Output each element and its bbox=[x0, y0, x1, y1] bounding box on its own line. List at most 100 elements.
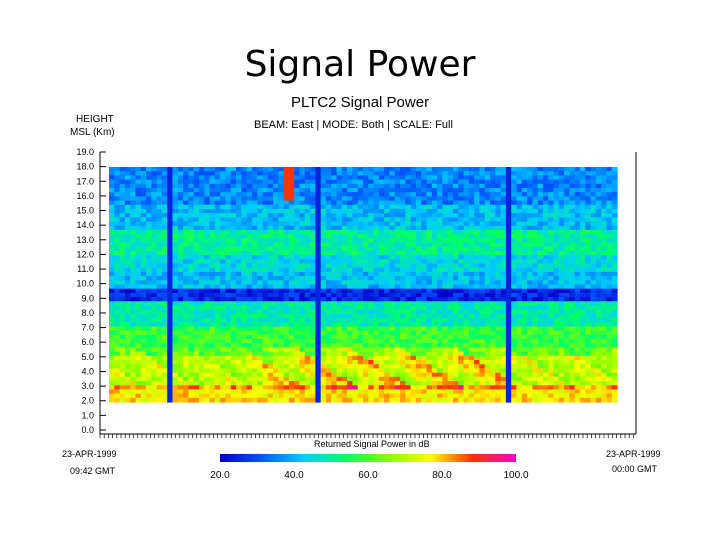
heatmap-cell bbox=[458, 204, 465, 210]
heatmap-cell bbox=[288, 229, 295, 235]
heatmap-cell bbox=[527, 221, 533, 227]
heatmap-cell bbox=[161, 187, 168, 193]
heatmap-cell bbox=[415, 313, 422, 319]
heatmap-cell bbox=[135, 276, 142, 281]
heatmap-cell bbox=[357, 288, 364, 294]
heatmap-cell bbox=[426, 351, 433, 357]
heatmap-cell bbox=[606, 351, 613, 357]
heatmap-cell bbox=[415, 322, 422, 328]
heatmap-cell bbox=[304, 192, 311, 197]
heatmap-cell bbox=[161, 192, 168, 197]
heatmap-cell bbox=[500, 263, 507, 269]
heatmap-cell bbox=[299, 339, 306, 344]
heatmap-cell bbox=[267, 221, 274, 227]
heatmap-cell bbox=[601, 225, 608, 231]
heatmap-cell bbox=[437, 187, 443, 193]
heatmap-cell bbox=[299, 234, 306, 239]
heatmap-cell bbox=[437, 242, 443, 248]
heatmap-cell bbox=[595, 259, 602, 265]
heatmap-cell bbox=[288, 372, 295, 378]
heatmap-cell bbox=[172, 217, 179, 223]
heatmap-cell bbox=[220, 381, 227, 386]
heatmap-cell bbox=[447, 225, 454, 231]
heatmap-cell bbox=[500, 208, 507, 214]
heatmap-cell bbox=[188, 288, 195, 294]
heatmap-cell bbox=[161, 334, 168, 340]
heatmap-cell bbox=[310, 305, 316, 311]
heatmap-cell bbox=[368, 167, 375, 172]
heatmap-cell bbox=[410, 313, 417, 319]
heatmap-cell bbox=[161, 309, 168, 315]
heatmap-cell bbox=[389, 318, 396, 323]
heatmap-cell bbox=[304, 313, 311, 319]
heatmap-cell bbox=[325, 234, 332, 239]
heatmap-cell bbox=[484, 343, 491, 349]
heatmap-cell bbox=[611, 167, 618, 172]
heatmap-cell bbox=[590, 267, 597, 273]
heatmap-cell bbox=[363, 225, 369, 231]
heatmap-cell bbox=[415, 229, 422, 235]
heatmap-cell bbox=[484, 284, 491, 290]
heatmap-cell bbox=[452, 347, 459, 353]
heatmap-cell bbox=[421, 267, 428, 273]
heatmap-cell bbox=[490, 339, 496, 344]
heatmap-cell bbox=[236, 276, 242, 281]
heatmap-cell bbox=[241, 284, 248, 290]
heatmap-cell bbox=[500, 183, 507, 189]
heatmap-cell bbox=[463, 313, 470, 319]
heatmap-cell bbox=[611, 246, 618, 252]
heatmap-cell bbox=[384, 179, 391, 185]
heatmap-cell bbox=[246, 376, 253, 382]
heatmap-cell bbox=[463, 322, 470, 328]
heatmap-cell bbox=[579, 255, 586, 260]
heatmap-cell bbox=[437, 297, 443, 302]
heatmap-cell bbox=[257, 263, 264, 269]
heatmap-cell bbox=[220, 217, 227, 223]
heatmap-cell bbox=[442, 351, 449, 357]
heatmap-cell bbox=[585, 167, 592, 172]
heatmap-cell bbox=[579, 360, 586, 365]
heatmap-cell bbox=[394, 376, 401, 382]
heatmap-cell bbox=[294, 187, 301, 193]
heatmap-cell bbox=[246, 372, 253, 378]
heatmap-cell bbox=[394, 276, 401, 281]
heatmap-cell bbox=[479, 276, 486, 281]
heatmap-cell bbox=[484, 330, 491, 336]
heatmap-cell bbox=[315, 234, 322, 239]
heatmap-cell bbox=[458, 179, 465, 185]
heatmap-cell bbox=[484, 360, 491, 365]
heatmap-cell bbox=[257, 234, 264, 239]
heatmap-cell bbox=[495, 330, 502, 336]
heatmap-cell bbox=[283, 234, 290, 239]
heatmap-cell bbox=[177, 305, 184, 311]
heatmap-cell bbox=[527, 204, 533, 210]
heatmap-cell bbox=[130, 217, 137, 223]
heatmap-cell bbox=[278, 322, 285, 328]
heatmap-cell bbox=[198, 234, 205, 239]
heatmap-cell bbox=[368, 339, 375, 344]
heatmap-cell bbox=[220, 263, 227, 269]
heatmap-cell bbox=[315, 360, 322, 365]
heatmap-cell bbox=[299, 259, 306, 265]
heatmap-cell bbox=[373, 221, 380, 227]
heatmap-cell bbox=[458, 322, 465, 328]
heatmap-cell bbox=[564, 167, 570, 172]
heatmap-cell bbox=[267, 238, 274, 244]
heatmap-cell bbox=[341, 246, 348, 252]
heatmap-cell bbox=[188, 376, 195, 382]
heatmap-cell bbox=[172, 376, 179, 382]
heatmap-cell bbox=[352, 196, 359, 202]
heatmap-cell bbox=[204, 167, 211, 172]
heatmap-cell bbox=[564, 200, 570, 206]
heatmap-cell bbox=[347, 330, 354, 336]
heatmap-cell bbox=[220, 259, 227, 265]
heatmap-cell bbox=[378, 372, 385, 378]
heatmap-cell bbox=[458, 292, 465, 298]
heatmap-cell bbox=[294, 313, 301, 319]
heatmap-cell bbox=[204, 292, 211, 298]
heatmap-cell bbox=[315, 318, 322, 323]
heatmap-cell bbox=[405, 276, 412, 281]
heatmap-cell bbox=[225, 171, 232, 176]
heatmap-cell bbox=[230, 364, 237, 370]
heatmap-cell bbox=[421, 284, 428, 290]
